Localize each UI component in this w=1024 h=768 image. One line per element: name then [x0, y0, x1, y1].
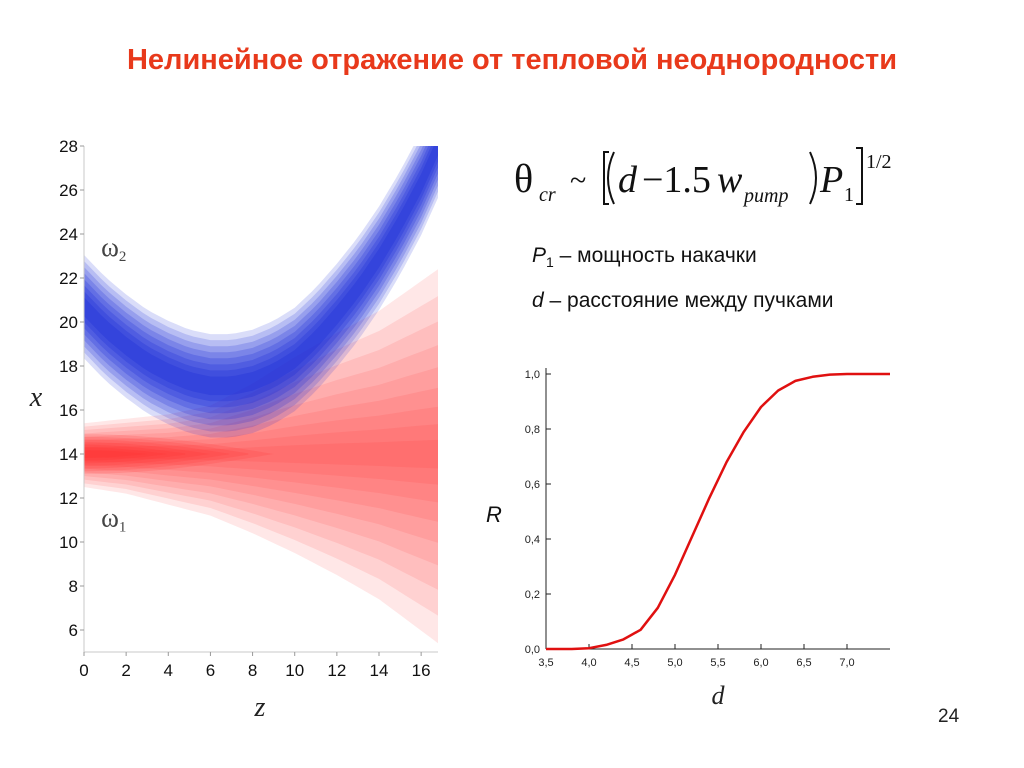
frequency-annotation-omega1: ω1 [101, 503, 126, 536]
x-tick-label: 6,5 [796, 657, 811, 669]
y-tick-label: 18 [59, 357, 78, 376]
x-axis-label: z [254, 692, 266, 720]
y-tick-label: 20 [59, 313, 78, 332]
formula-theta-sub: cr [539, 184, 556, 206]
definition-d: d – расстояние между пучками [532, 289, 834, 313]
frequency-annotation-omega2: ω2 [101, 232, 126, 265]
definition-symbol: P [532, 244, 547, 267]
reflection-curve [546, 372, 890, 651]
red-beam-level [84, 269, 438, 644]
y-tick-label: 0,6 [525, 479, 540, 491]
x-tick-label: 5,5 [710, 657, 725, 669]
red-beam-core [84, 447, 167, 461]
x-tick-label: 0 [79, 661, 88, 680]
x-axis-label: d [712, 681, 726, 710]
x-tick-label: 3,5 [538, 657, 553, 669]
red-beam-core [84, 450, 148, 458]
y-tick-label: 16 [59, 401, 78, 420]
y-tick-label: 6 [69, 621, 78, 640]
y-tick-label: 8 [69, 577, 78, 596]
x-tick-label: 6 [206, 661, 215, 680]
blue-beam-level [84, 146, 438, 402]
definition-P1: P1 – мощность накачки [532, 244, 757, 270]
formula-theta: θ [514, 156, 533, 201]
red-beam-level [84, 367, 438, 543]
x-tick-label: 4,0 [581, 657, 596, 669]
red-beam-core [84, 442, 211, 466]
x-tick-label: 12 [327, 661, 346, 680]
formula-left-bracket [603, 151, 609, 205]
frequency-annotation-sub: 2 [119, 249, 127, 265]
red-beam-level [84, 424, 438, 485]
red-beam-level [84, 345, 438, 566]
blue-beam-level [84, 146, 438, 438]
blue-beam-level [84, 146, 438, 432]
blue-beam-level [84, 146, 438, 426]
y-tick-label: 28 [59, 137, 78, 156]
red-beam-level [84, 439, 438, 469]
y-tick-label: 0,0 [525, 644, 540, 656]
red-beam-level [84, 406, 438, 503]
formula-exponent: 1/2 [866, 151, 892, 173]
y-tick-label: 0,4 [525, 534, 540, 546]
y-tick-label: 12 [59, 489, 78, 508]
red-beam-core [84, 434, 274, 474]
y-tick-label: 1,0 [525, 369, 540, 381]
x-tick-label: 14 [370, 661, 389, 680]
y-tick-label: 10 [59, 533, 78, 552]
y-tick-label: 22 [59, 269, 78, 288]
formula-w: w [717, 159, 743, 201]
blue-beam-level [84, 146, 438, 414]
critical-angle-formula: θ cr ~ d −1.5 w pump P 1 1/2 [514, 147, 892, 207]
x-tick-label: 8 [248, 661, 257, 680]
formula-P-sub: 1 [844, 184, 854, 206]
y-axis-label: R [486, 502, 502, 527]
definition-sub: 1 [546, 254, 554, 271]
red-beam-level [84, 387, 438, 522]
formula-right-bracket [856, 147, 863, 205]
y-tick-label: 0,2 [525, 589, 540, 601]
x-tick-label: 4 [164, 661, 173, 680]
red-beam-core [84, 436, 249, 472]
x-tick-label: 7,0 [839, 657, 854, 669]
red-beam-level [84, 296, 438, 616]
reflection-curve-chart: 0,0 0,2 0,4 0,6 0,8 1,0 3,5 4,0 4,5 5,0 5,5 6,0 6,5 7… [486, 368, 890, 710]
y-tick-label: 26 [59, 181, 78, 200]
formula-P: P [819, 159, 843, 201]
red-beam-core [84, 444, 186, 464]
y-axis-label: x [29, 382, 43, 413]
blue-beam-level [84, 146, 438, 408]
y-tick-label: 24 [59, 225, 78, 244]
x-tick-label: 4,5 [624, 657, 639, 669]
x-tick-label: 10 [285, 661, 304, 680]
y-tick-label: 14 [59, 445, 78, 464]
red-beam-level [84, 321, 438, 590]
blue-beam-level [84, 146, 438, 396]
slide-title: Нелинейное отражение от тепловой неоднор… [126, 44, 898, 76]
definition-text: – расстояние между пучками [543, 289, 834, 312]
formula-right-paren [809, 151, 817, 205]
x-tick-label: 5,0 [667, 657, 682, 669]
y-tick-label: 0,8 [525, 424, 540, 436]
x-tick-label: 6,0 [753, 657, 768, 669]
formula-coef: −1.5 [642, 159, 711, 201]
red-beam-core [84, 439, 230, 469]
blue-beam-level [84, 146, 438, 420]
formula-d: d [618, 159, 638, 201]
formula-tilde: ~ [570, 164, 586, 197]
page-number: 24 [938, 706, 960, 727]
definition-text: – мощность накачки [553, 244, 757, 267]
x-tick-label: 16 [412, 661, 431, 680]
formula-left-paren [607, 151, 615, 205]
x-tick-label: 2 [121, 661, 130, 680]
definition-symbol: d [532, 289, 544, 312]
frequency-annotation-sub: 1 [119, 520, 127, 536]
formula-w-sub: pump [742, 185, 788, 207]
